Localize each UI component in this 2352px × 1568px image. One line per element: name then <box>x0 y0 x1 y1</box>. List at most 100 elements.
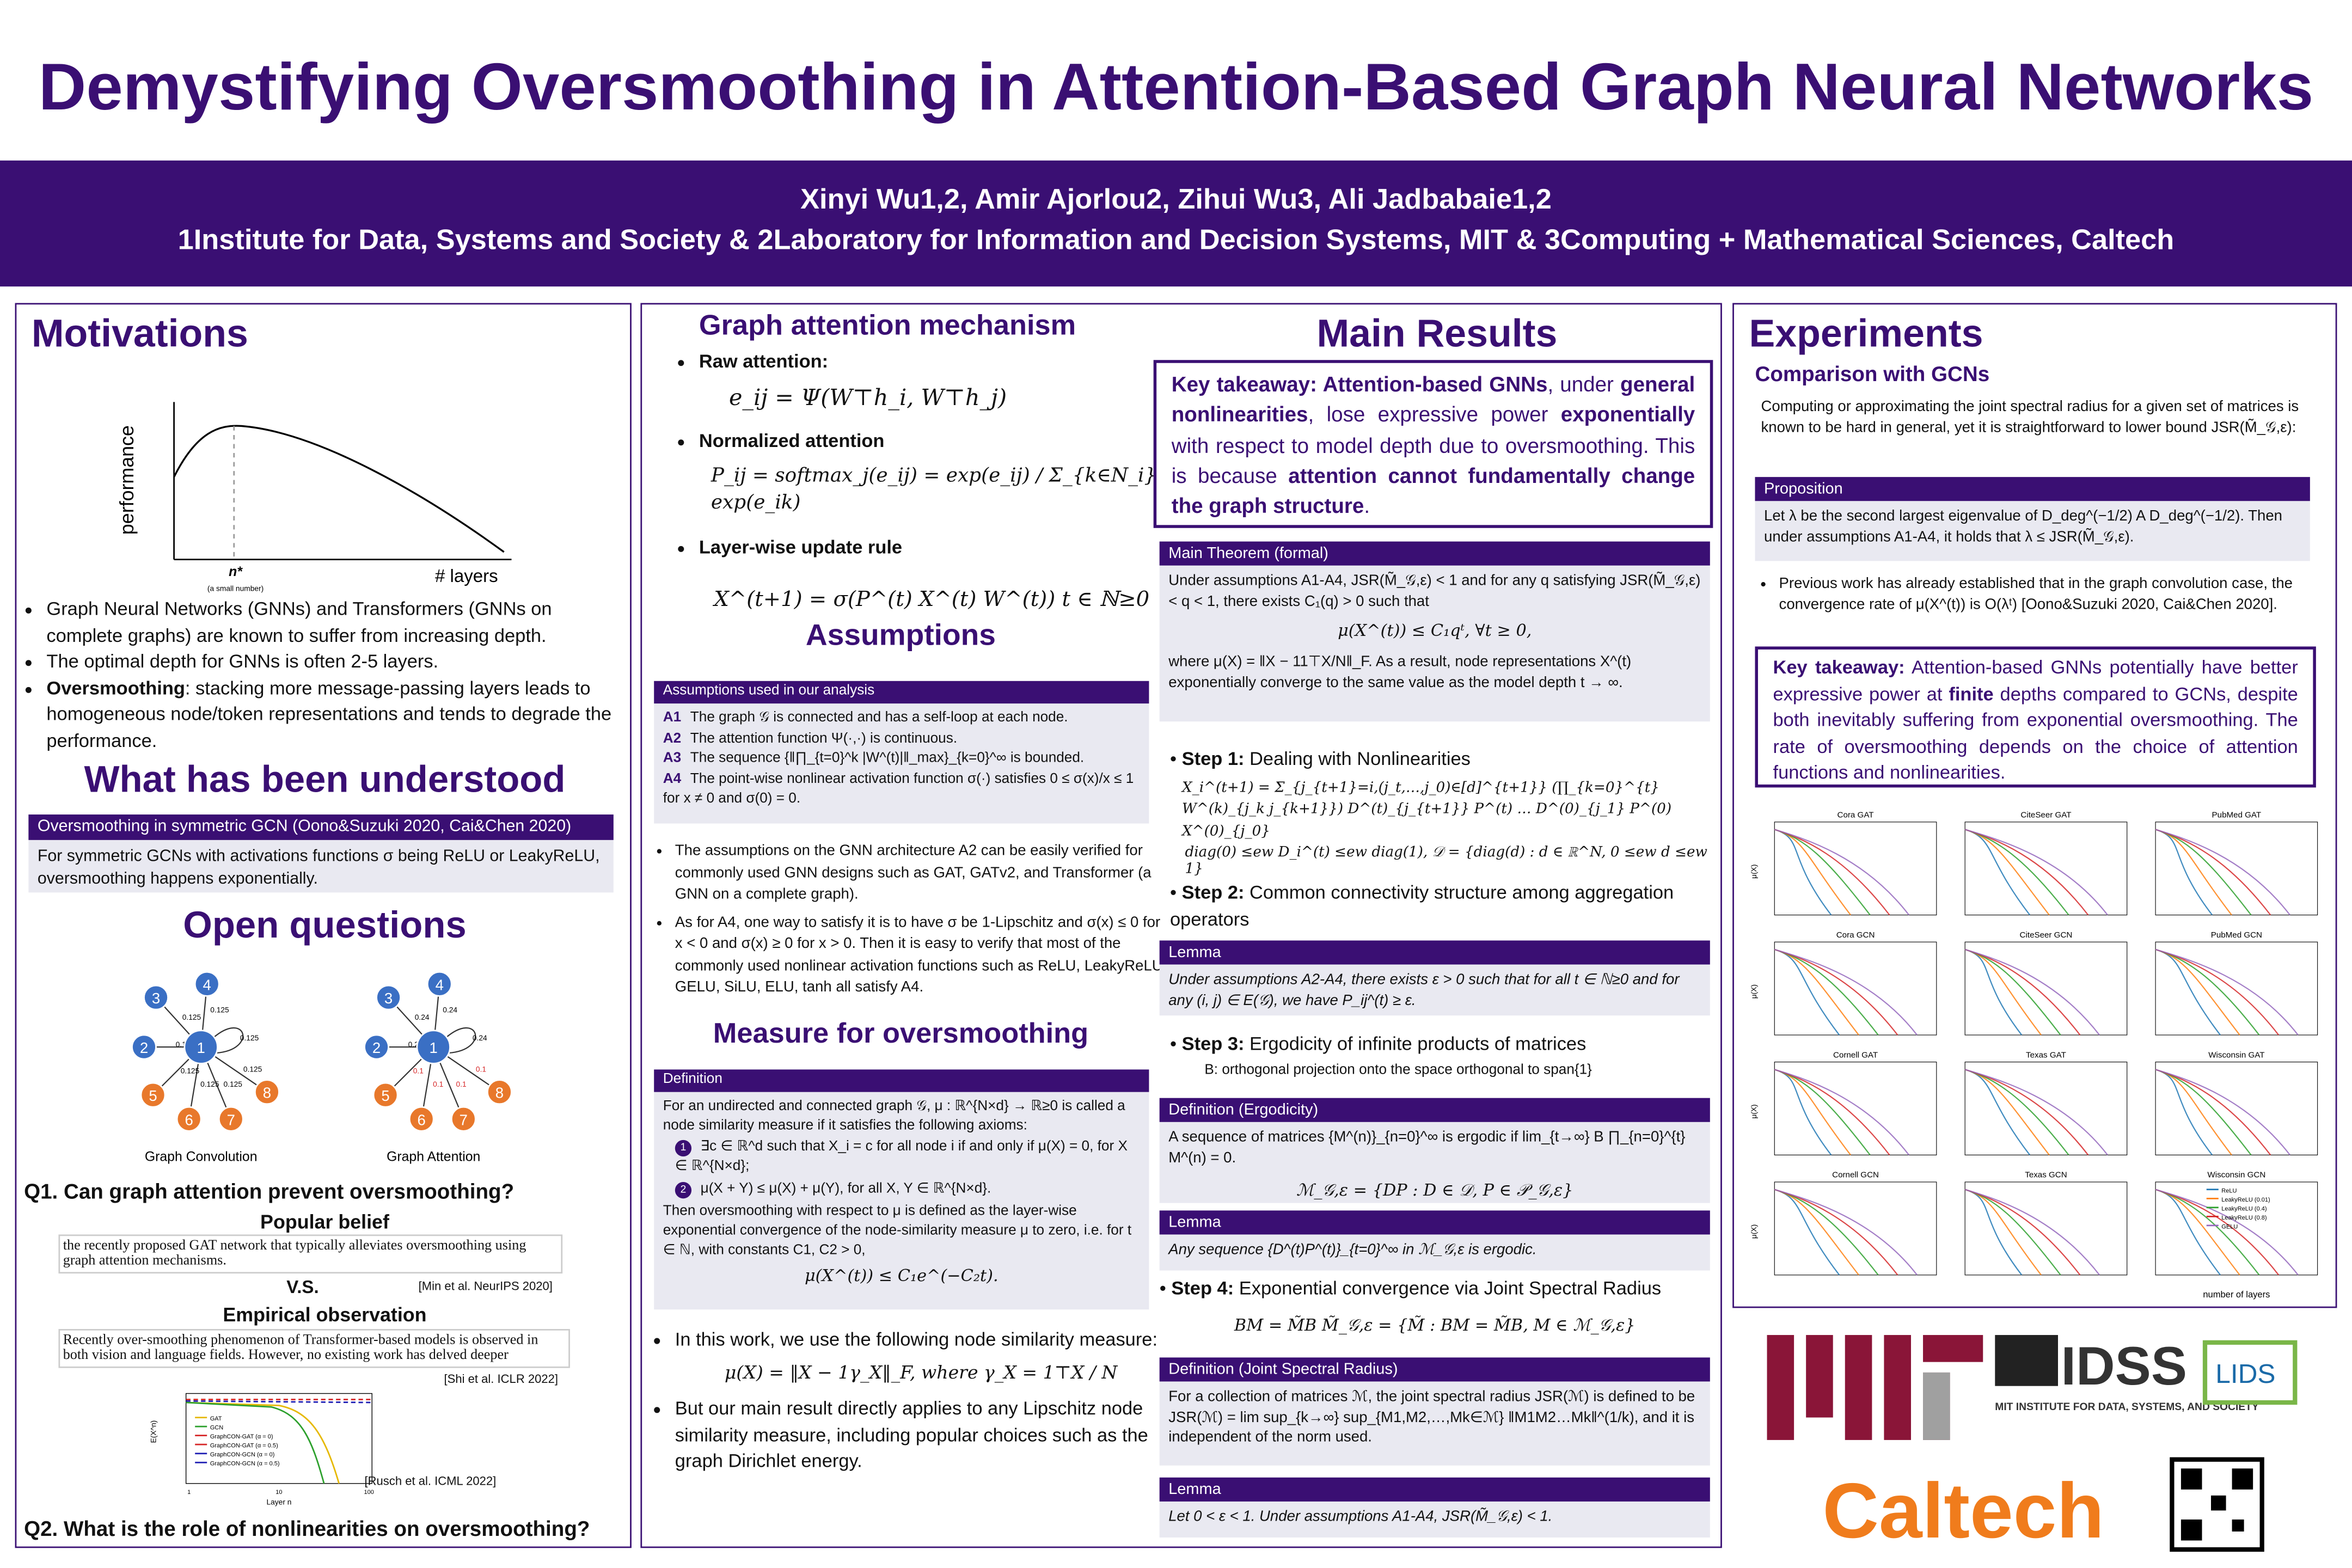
bold-text: Step 2: <box>1181 881 1245 903</box>
question: Q1. Can graph attention prevent oversmoo… <box>24 1179 514 1203</box>
section-title: Main Results <box>1316 310 1558 356</box>
assumption: A1 The graph 𝒢 is connected and has a sel… <box>663 709 1140 728</box>
curve <box>2155 948 2240 1036</box>
node-label: 7 <box>460 1111 468 1128</box>
box-title: Definition <box>654 1069 1149 1092</box>
text: , lose expressive power <box>1308 402 1561 427</box>
step: • Step 1: Dealing with Nonlinearities <box>1169 748 1471 770</box>
assumption-id: A2 <box>663 730 682 747</box>
edge-weight: 0.125 <box>182 1013 201 1021</box>
legend-label: GraphCON-GCN (α = 0.5) <box>210 1461 280 1467</box>
panel-title: Cornell GAT <box>1833 1050 1878 1059</box>
rect <box>1884 1335 1911 1440</box>
bullet: But our main result directly applies to … <box>675 1397 1167 1476</box>
panel-title: PubMed GCN <box>2211 930 2262 940</box>
assumption: A4 The point-wise nonlinear activation fu… <box>663 771 1140 810</box>
panel-frame <box>1964 1062 2128 1155</box>
bullets: Previous work has already established th… <box>1755 574 2319 616</box>
marker-note: (a small number) <box>207 585 264 593</box>
edge-weight: 0.125 <box>210 1006 229 1014</box>
panel-title: Wisconsin GAT <box>2208 1050 2264 1059</box>
edge-weight: 0.24 <box>415 1013 430 1021</box>
node <box>450 1106 476 1132</box>
text: Attention-based GNNs potentially have be… <box>1773 657 2298 705</box>
node <box>176 1106 202 1132</box>
g <box>1923 1372 1950 1440</box>
bullet: The optimal depth for GNNs is often 2-5 … <box>46 650 616 676</box>
axiom-text: μ(X + Y) ≤ μ(X) + μ(Y), for all X, Y ∈ ℝ… <box>700 1180 991 1197</box>
assumption-text: The attention function Ψ(·,·) is continu… <box>690 730 958 747</box>
box-title: Lemma <box>1159 940 1710 965</box>
section-title: Experiments <box>1749 310 1983 356</box>
box-text: Let 0 < ε < 1. Under assumptions A1-A4, … <box>1168 1509 1553 1526</box>
item: Layer-wise update rule <box>699 536 1164 562</box>
box: Definition For an undirected and connect… <box>654 1069 1149 1310</box>
panel-right: Experiments Comparison with GCNs Computi… <box>1732 303 2337 1308</box>
curve <box>2155 948 2221 1036</box>
subheading: Comparison with GCNs <box>1755 361 1990 386</box>
bullet: In this work, we use the following node … <box>675 1327 1167 1353</box>
panel-title: CiteSeer GAT <box>2020 811 2071 820</box>
legend-label: GAT <box>210 1416 222 1422</box>
rect <box>185 1393 372 1484</box>
y-label: μ(X) <box>1750 865 1758 879</box>
formula: μ(X^(t)) ≤ C₁qᵗ, ∀t ≥ 0, <box>1338 621 1532 641</box>
text: depths compared to GCNs, despite both in… <box>1773 683 2298 783</box>
x-label: number of layers <box>2203 1289 2270 1300</box>
edge-weight: 0.125 <box>200 1080 219 1088</box>
box-body: A1 The graph 𝒢 is connected and has a sel… <box>654 703 1149 818</box>
box-text: Under assumptions A2-A4, there exists ε … <box>1168 972 1680 1009</box>
box-body: For an undirected and connected graph 𝒢,… <box>654 1092 1149 1295</box>
text: For an undirected and connected graph 𝒢,… <box>663 1098 1125 1134</box>
curve <box>1964 829 2050 916</box>
panel-frame <box>1774 1181 1937 1276</box>
item: Raw attention: <box>699 350 1164 376</box>
box-title: Assumptions used in our analysis <box>654 681 1149 703</box>
legend-label: GCN <box>210 1425 224 1431</box>
box-title: Oversmoothing in symmetric GCN (Oono&Suz… <box>28 814 614 840</box>
panel-frame <box>2155 1062 2318 1155</box>
node <box>218 1106 244 1132</box>
edge-weight: 0.1 <box>433 1080 443 1088</box>
text: with respect to model depth due to overs… <box>1171 433 1695 488</box>
node <box>131 1034 157 1060</box>
box-text: For a collection of matrices ℳ, the join… <box>1168 1389 1695 1447</box>
box-text: Let λ be the second largest eigenvalue o… <box>1763 509 2283 546</box>
box-title: Lemma <box>1159 1477 1710 1502</box>
rect <box>2202 1340 2298 1405</box>
rect <box>1806 1335 1833 1418</box>
curve <box>1964 829 2108 916</box>
subheading: Popular belief <box>260 1210 389 1233</box>
text: where μ(X) = ‖X − 11⊤X/N‖_F. As a result… <box>1168 654 1632 691</box>
node-label: 7 <box>227 1111 235 1128</box>
formula: μ(X^(t)) ≤ C₁e^(−C₂t). <box>804 1266 999 1286</box>
node <box>194 971 220 997</box>
formula: P_ij = softmax_j(e_ij) = exp(e_ij) / Σ_{… <box>710 465 1157 515</box>
takeaway: Key takeaway: Attention-based GNNs poten… <box>1755 646 2316 788</box>
bold-text: general nonlinearities <box>1171 372 1695 427</box>
node <box>183 1030 218 1064</box>
rect <box>2232 1519 2244 1532</box>
bold-text: Key takeaway: Attention-based GNNs <box>1171 372 1548 396</box>
curve <box>1774 1189 1918 1276</box>
axioms: 1 ∃c ∈ ℝ^d such that X_i = c for all node… <box>663 1139 1140 1199</box>
curve <box>1774 829 1910 916</box>
question: Q2. What is the role of nonlinearities o… <box>24 1516 590 1541</box>
box: Assumptions used in our analysis A1 The g… <box>654 681 1149 824</box>
node <box>254 1079 280 1105</box>
bullet: As for A4, one way to satisfy it is to h… <box>675 912 1170 1000</box>
edge-weight: 0.24 <box>443 1006 457 1014</box>
bullet: Oversmoothing: stacking more message-pas… <box>46 676 616 755</box>
legend-label: GraphCON-GCN (α = 0) <box>210 1451 275 1458</box>
authors: Xinyi Wu1,2, Amir Ajorlou2, Zihui Wu3, A… <box>800 184 1552 216</box>
section-title: Motivations <box>31 310 248 356</box>
curve <box>1964 1069 2031 1156</box>
rect <box>1845 1335 1872 1440</box>
graphs: 0.1250.1250.1250.1250.1250.1250.1250.125… <box>131 971 512 1164</box>
curve <box>2155 948 2280 1036</box>
panel-title: CiteSeer GCN <box>2020 930 2073 940</box>
node <box>143 984 169 1010</box>
axis-label: E(X^n) <box>150 1420 158 1443</box>
panel-frame <box>2155 1181 2318 1276</box>
